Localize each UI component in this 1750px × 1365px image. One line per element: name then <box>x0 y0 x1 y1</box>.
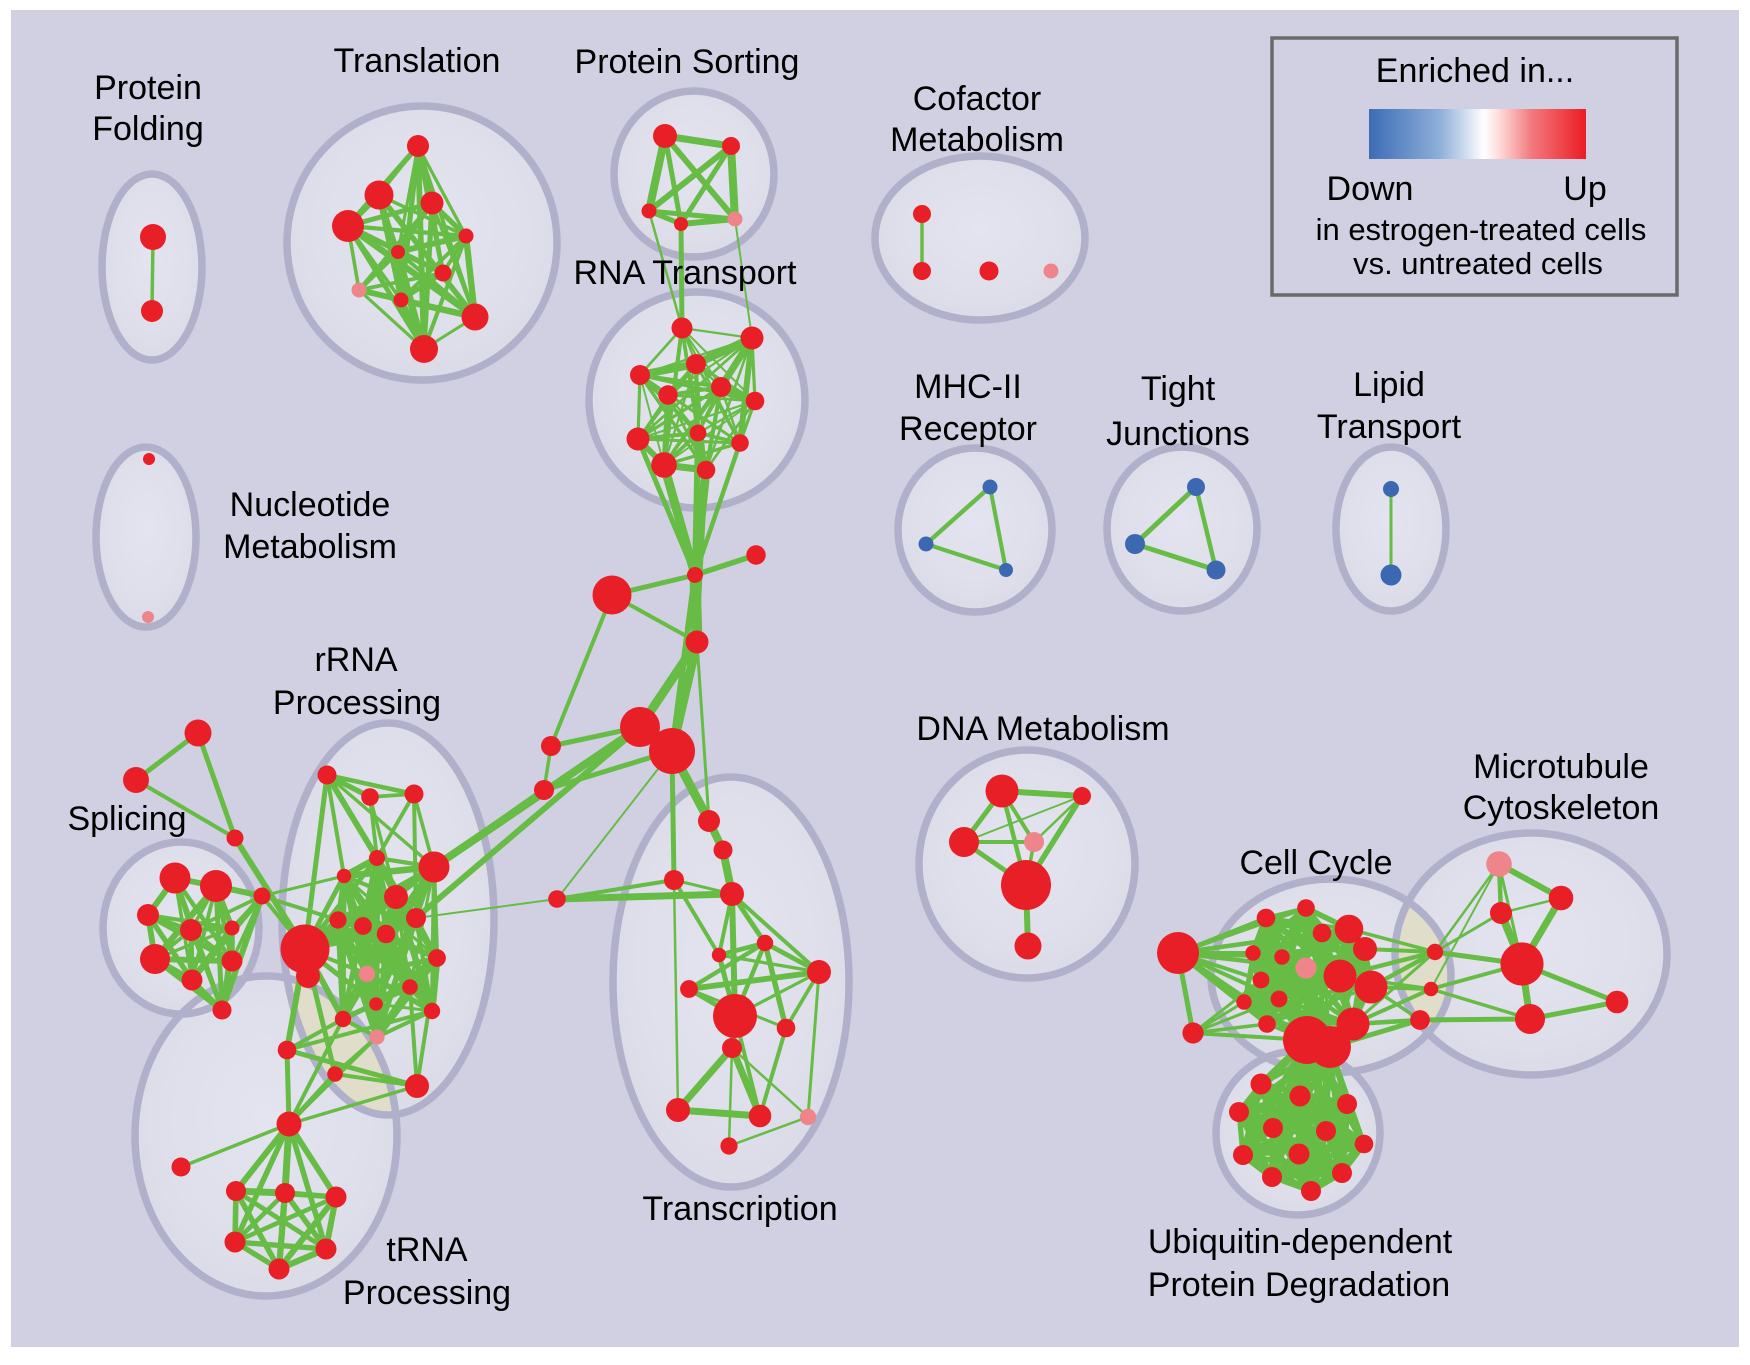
svg-text:Processing: Processing <box>343 1274 511 1312</box>
svg-text:Tight: Tight <box>1141 370 1216 408</box>
svg-text:Metabolism: Metabolism <box>890 121 1064 159</box>
svg-text:Up: Up <box>1563 170 1606 208</box>
svg-text:Processing: Processing <box>273 684 441 722</box>
svg-text:Nucleotide: Nucleotide <box>230 486 391 524</box>
svg-text:Cytoskeleton: Cytoskeleton <box>1463 789 1660 827</box>
svg-text:in estrogen-treated cells: in estrogen-treated cells <box>1316 212 1647 247</box>
svg-text:Transcription: Transcription <box>642 1190 837 1228</box>
svg-text:Transport: Transport <box>1317 408 1462 446</box>
svg-text:DNA Metabolism: DNA Metabolism <box>916 710 1169 748</box>
svg-text:Ubiquitin-dependent: Ubiquitin-dependent <box>1148 1223 1453 1261</box>
svg-text:RNA Transport: RNA Transport <box>574 254 798 292</box>
svg-text:rRNA: rRNA <box>314 641 397 679</box>
svg-text:Down: Down <box>1327 170 1414 208</box>
svg-text:Protein Sorting: Protein Sorting <box>575 43 800 81</box>
svg-text:Receptor: Receptor <box>899 410 1037 448</box>
svg-text:MHC-II: MHC-II <box>914 368 1022 406</box>
svg-text:tRNA: tRNA <box>386 1231 468 1269</box>
svg-text:Lipid: Lipid <box>1353 366 1425 404</box>
svg-text:vs. untreated cells: vs. untreated cells <box>1353 246 1603 281</box>
svg-text:Cofactor: Cofactor <box>913 80 1042 118</box>
svg-text:Cell Cycle: Cell Cycle <box>1239 844 1392 882</box>
svg-text:Protein: Protein <box>94 69 202 107</box>
svg-text:Splicing: Splicing <box>67 800 186 838</box>
svg-text:Metabolism: Metabolism <box>223 528 397 566</box>
svg-text:Microtubule: Microtubule <box>1473 748 1649 786</box>
svg-text:Translation: Translation <box>334 42 501 80</box>
svg-text:Enriched in...: Enriched in... <box>1376 52 1574 90</box>
svg-text:Folding: Folding <box>92 110 204 148</box>
svg-text:Protein Degradation: Protein Degradation <box>1148 1266 1450 1304</box>
svg-text:Junctions: Junctions <box>1106 415 1250 453</box>
